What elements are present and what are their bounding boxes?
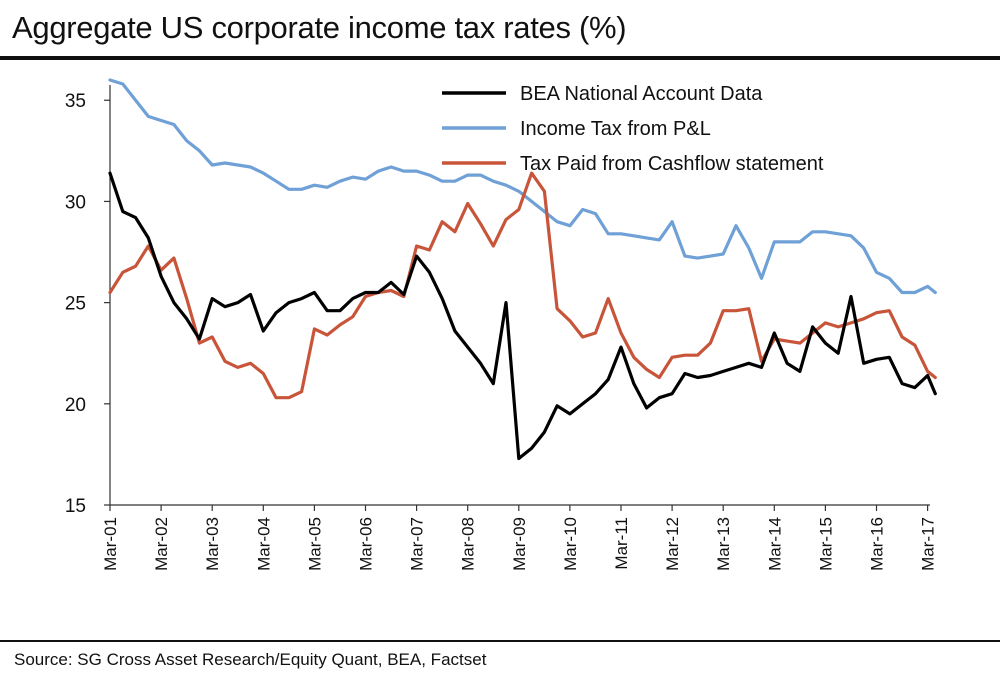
source-note: Source: SG Cross Asset Research/Equity Q… (14, 650, 487, 669)
y-tick-label: 15 (65, 496, 86, 517)
x-tick-label: Mar-11 (612, 517, 631, 570)
x-tick-label: Mar-07 (408, 517, 427, 571)
x-tick-label: Mar-15 (816, 517, 835, 571)
x-tick-label: Mar-01 (101, 517, 120, 571)
chart-area: 15 20 25 30 35 Mar-01 Mar-02 Mar-03 Mar-04 Mar-05… (65, 78, 938, 571)
series-line-2 (108, 171, 937, 400)
x-tick-label: Mar-02 (152, 517, 171, 571)
x-tick-label: Mar-10 (561, 517, 580, 571)
x-tick-label: Mar-14 (765, 517, 784, 571)
x-tick-label: Mar-06 (357, 517, 376, 571)
series-line-0 (108, 171, 937, 461)
y-tick-label: 30 (65, 192, 86, 213)
x-tick-label: Mar-08 (459, 517, 478, 571)
x-tick-label: Mar-17 (919, 517, 938, 571)
x-tick-label: Mar-03 (203, 517, 222, 571)
legend-label-2: Tax Paid from Cashflow statement (520, 153, 824, 175)
legend-label-1: Income Tax from P&L (520, 118, 711, 140)
y-tick-label: 35 (65, 91, 86, 112)
x-tick-label: Mar-12 (663, 517, 682, 571)
y-tick-label: 20 (65, 395, 86, 416)
chart-title: Aggregate US corporate income tax rates … (12, 10, 627, 45)
x-tick-label: Mar-05 (305, 517, 324, 571)
x-tick-label: Mar-13 (714, 517, 733, 571)
y-tick-label: 25 (65, 294, 86, 315)
legend-label-0: BEA National Account Data (520, 83, 763, 105)
series-line-1 (108, 78, 937, 295)
x-tick-label: Mar-09 (510, 517, 529, 571)
source-rule (0, 640, 1000, 642)
title-rule (0, 56, 1000, 60)
x-tick-label: Mar-04 (254, 517, 273, 571)
x-tick-label: Mar-16 (868, 517, 887, 571)
